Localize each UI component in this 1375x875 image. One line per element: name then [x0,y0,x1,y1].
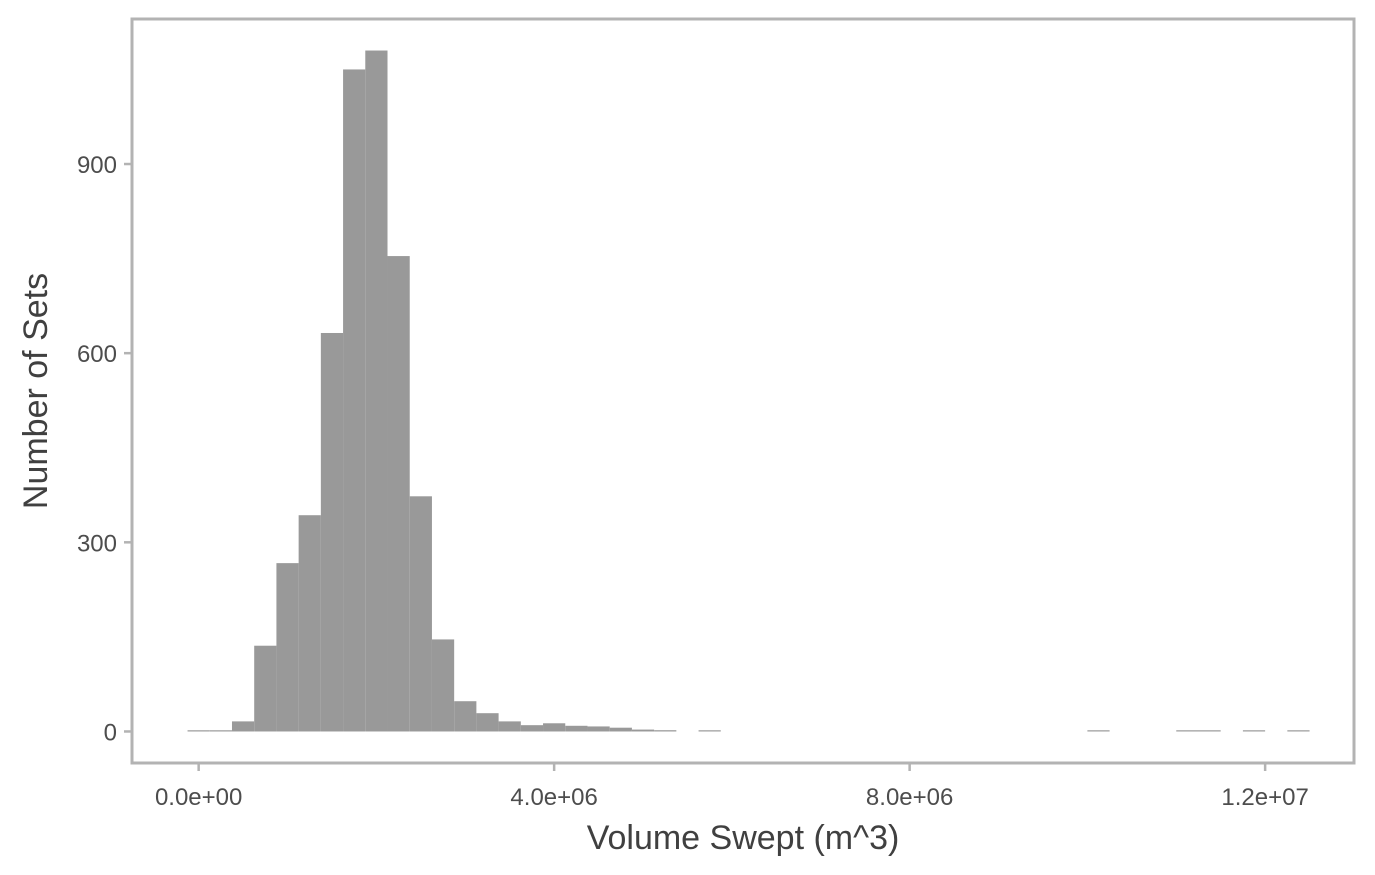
histogram-bar [698,730,721,732]
y-axis-ticks: 0 300 600 900 [77,152,132,746]
x-tick-label: 4.0e+06 [510,784,597,811]
histogram-bar [343,69,366,732]
histogram-bar [365,50,388,732]
histogram-bar [609,727,632,732]
histogram-bar [498,721,521,732]
histogram-bar [254,645,277,732]
histogram-bar [543,723,566,732]
histogram-bar [1242,730,1266,732]
histogram-bar [298,515,321,732]
histogram-bar [631,729,655,732]
y-tick-label: 0 [104,719,117,746]
histogram-bar [654,730,677,732]
y-tick-label: 300 [77,530,117,557]
histogram-bar [520,725,544,732]
histogram-bars [187,50,1310,732]
histogram-bar [320,332,344,732]
histogram-bar [1176,730,1221,732]
x-tick-label: 8.0e+06 [866,784,953,811]
y-tick-label: 900 [77,152,117,179]
x-tick-label: 1.2e+07 [1221,784,1308,811]
histogram-bar [587,726,610,732]
histogram-bar [1287,730,1310,732]
histogram-bar [476,713,499,732]
histogram-bar [409,496,432,732]
histogram-bar [1087,730,1110,732]
histogram-bar [454,701,477,732]
y-axis-title: Number of Sets [17,273,55,509]
y-tick-label: 600 [77,341,117,368]
histogram-bar [276,563,299,732]
histogram-bar [209,730,232,732]
x-tick-label: 0.0e+00 [155,784,242,811]
histogram-bar [231,721,255,732]
histogram-bar [565,725,588,732]
plot-frame [130,17,1356,765]
histogram-bar [431,639,455,732]
histogram-bar [387,256,410,732]
histogram-bar [187,730,210,732]
x-axis-title: Volume Swept (m^3) [587,819,900,857]
x-axis-ticks: 0.0e+00 4.0e+06 8.0e+06 1.2e+07 [155,763,1309,811]
